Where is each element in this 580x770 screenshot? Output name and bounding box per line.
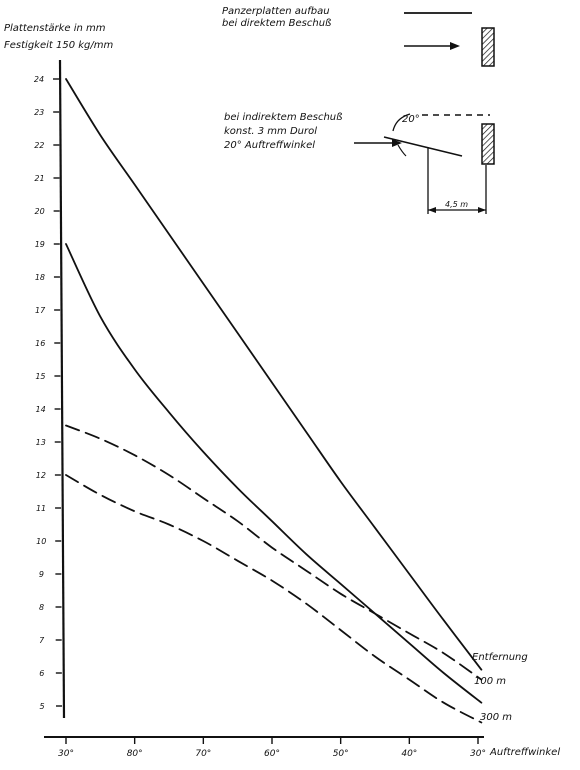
y-tick-label: 16 xyxy=(35,339,45,348)
y-tick-label: 17 xyxy=(35,306,46,315)
y-tick-label: 9 xyxy=(39,570,44,579)
y-tick-label: 11 xyxy=(36,504,46,513)
y-tick-label: 21 xyxy=(34,174,44,183)
y-tick-label: 5 xyxy=(39,702,44,711)
inset-dim-label: 4,5 m xyxy=(445,200,468,209)
y-tick-label: 6 xyxy=(39,669,44,678)
inset-indirect-arrowhead-icon xyxy=(392,139,402,147)
y-tick-label: 19 xyxy=(35,240,45,249)
x-tick-label: 40° xyxy=(401,749,417,759)
y-tick-label: 12 xyxy=(36,471,46,480)
inset-indirect-line1: bei indirektem Beschuß xyxy=(224,112,342,123)
y-tick-label: 23 xyxy=(34,108,44,117)
y-tick-label: 10 xyxy=(36,537,46,546)
inset-angle-label: 20° xyxy=(402,114,420,125)
y-tick-label: 22 xyxy=(34,141,44,150)
series-layer xyxy=(65,78,483,724)
y-tick-label: 8 xyxy=(39,603,44,612)
y-tick-label: 14 xyxy=(35,405,45,414)
x-tick-label: 80° xyxy=(127,749,143,759)
y-tick-label: 13 xyxy=(36,438,46,447)
y-ticks: 5 6 7 8 9 10 11 12 13 14 15 16 17 18 19 20 21 22 23 24 xyxy=(34,75,62,711)
y-axis-label: Plattenstärke in mm xyxy=(4,23,106,34)
x-tick-label: 60° xyxy=(264,749,280,759)
x-tick-label: 30° xyxy=(470,749,486,759)
series-line-3-dashed xyxy=(65,424,483,681)
inset-angle-arc xyxy=(392,113,411,132)
y-tick-label: 24 xyxy=(34,75,44,84)
x-axis-label: Auftreffwinkel xyxy=(489,747,560,758)
inset-indirect-line2: konst. 3 mm Durol xyxy=(224,126,317,137)
series-line-1-solid xyxy=(65,78,483,671)
inset-durol-plate xyxy=(383,136,463,157)
x-tick-label: 50° xyxy=(333,749,349,759)
inset-direct-line1: Panzerplatten aufbau xyxy=(222,6,330,17)
inset-indirect-plate xyxy=(481,123,495,165)
inset-direct-plate xyxy=(481,27,495,67)
y-tick-label: 15 xyxy=(35,372,45,381)
inset-direct: Panzerplatten aufbau bei direktem Beschu… xyxy=(222,6,495,67)
y-tick-label: 20 xyxy=(35,207,45,216)
y-axis xyxy=(58,59,66,719)
inset-direct-line2: bei direktem Beschuß xyxy=(222,18,331,29)
y-axis-sublabel: Festigkeit 150 kg/mm xyxy=(4,40,113,51)
series-line-4-dashed xyxy=(65,474,483,724)
y-tick-label: 7 xyxy=(39,636,45,645)
x-ticks: 30° 80° 70° 60° 50° 40° 30° xyxy=(58,737,486,759)
distance-300m-label: 300 m xyxy=(480,712,512,723)
inset-dim-arrow-left-icon xyxy=(428,207,436,213)
inset-direct-arrowhead-icon xyxy=(450,42,460,50)
inset-indirect: bei indirektem Beschuß konst. 3 mm Durol… xyxy=(224,112,495,214)
distance-header: Entfernung xyxy=(472,652,528,663)
inset-indirect-line3: 20° Auftreffwinkel xyxy=(224,140,315,151)
inset-dim-arrow-right-icon xyxy=(478,207,486,213)
x-tick-label: 30° xyxy=(58,749,74,759)
inset-small-arc xyxy=(397,144,407,157)
x-tick-label: 70° xyxy=(195,749,211,759)
y-tick-label: 18 xyxy=(35,273,45,282)
distance-100m-label: 100 m xyxy=(474,676,506,687)
series-line-2-solid xyxy=(65,243,483,704)
